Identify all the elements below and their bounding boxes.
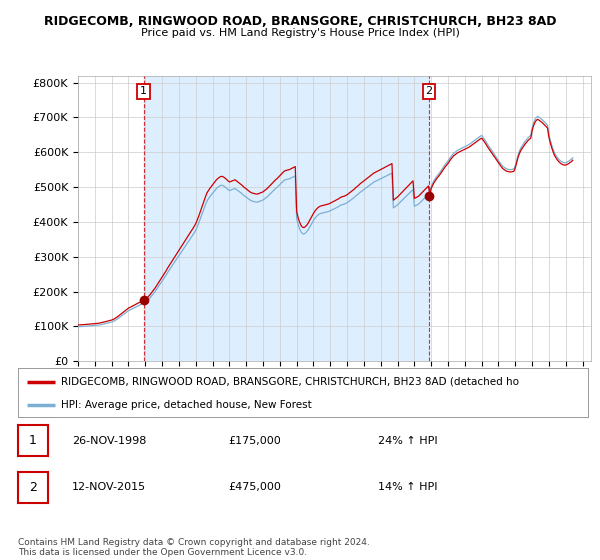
Text: 24% ↑ HPI: 24% ↑ HPI (378, 436, 437, 446)
Bar (143, 76, 429, 361)
Text: 2: 2 (29, 480, 37, 494)
Text: Contains HM Land Registry data © Crown copyright and database right 2024.
This d: Contains HM Land Registry data © Crown c… (18, 538, 370, 557)
Text: HPI: Average price, detached house, New Forest: HPI: Average price, detached house, New … (61, 400, 311, 410)
Text: 14% ↑ HPI: 14% ↑ HPI (378, 482, 437, 492)
Text: £175,000: £175,000 (228, 436, 281, 446)
Text: £475,000: £475,000 (228, 482, 281, 492)
Text: 26-NOV-1998: 26-NOV-1998 (72, 436, 146, 446)
Text: RIDGECOMB, RINGWOOD ROAD, BRANSGORE, CHRISTCHURCH, BH23 8AD: RIDGECOMB, RINGWOOD ROAD, BRANSGORE, CHR… (44, 15, 556, 28)
Text: Price paid vs. HM Land Registry's House Price Index (HPI): Price paid vs. HM Land Registry's House … (140, 28, 460, 38)
Text: 12-NOV-2015: 12-NOV-2015 (72, 482, 146, 492)
Text: 1: 1 (29, 434, 37, 447)
Text: 1: 1 (140, 86, 147, 96)
Text: RIDGECOMB, RINGWOOD ROAD, BRANSGORE, CHRISTCHURCH, BH23 8AD (detached ho: RIDGECOMB, RINGWOOD ROAD, BRANSGORE, CHR… (61, 377, 519, 387)
Text: 2: 2 (425, 86, 433, 96)
